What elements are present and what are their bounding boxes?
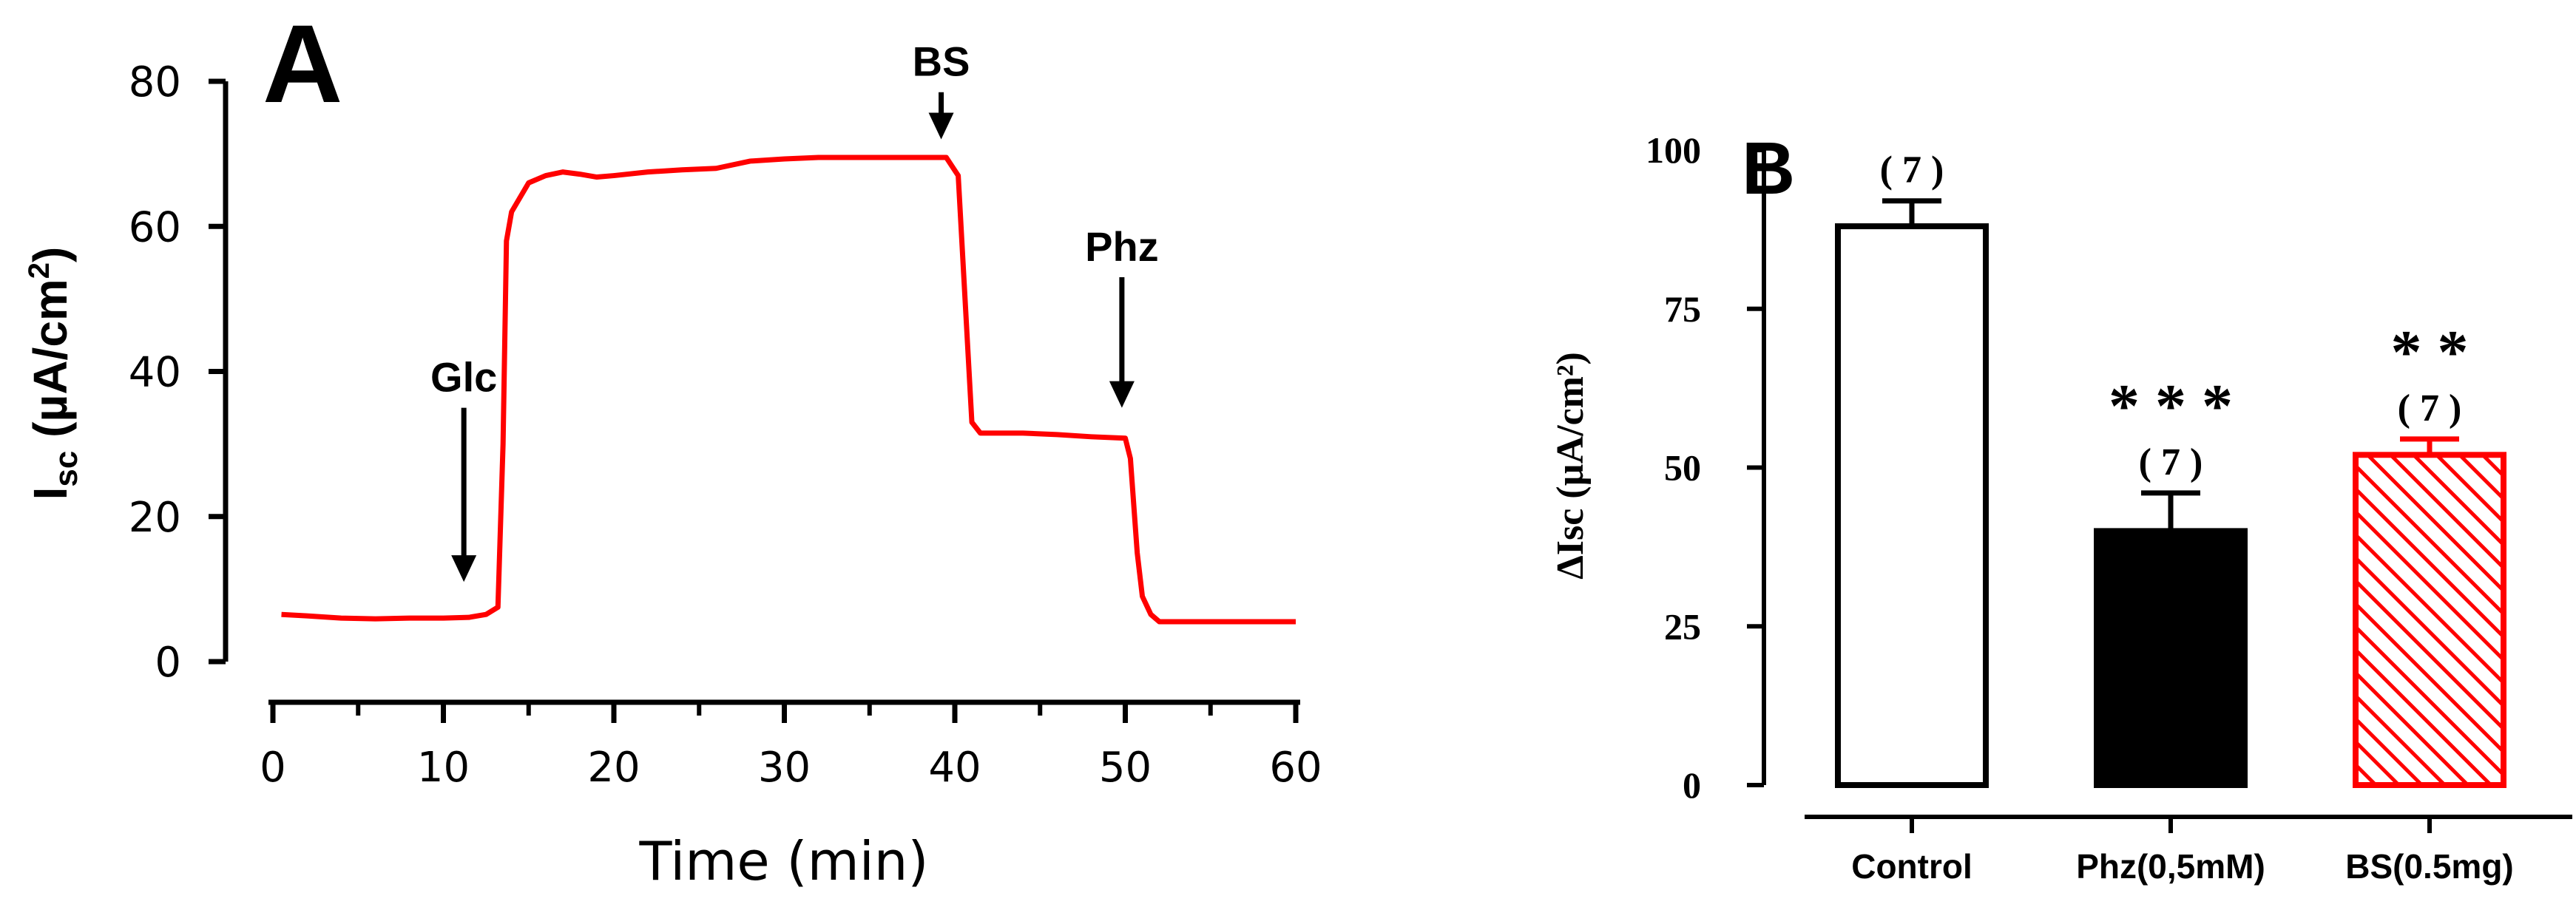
panel-b-y-tick-label: 0 (1683, 764, 1701, 806)
panel-a-annotation-label: Glc (430, 354, 497, 401)
panel-b-y-axis: 0 25 50 75 100 (1646, 129, 1766, 806)
panel-a-y-tick-label: 40 (129, 349, 181, 397)
panel-a-x-tick-label: 50 (1099, 744, 1152, 792)
panel-b-y-tick-label: 100 (1646, 129, 1701, 171)
panel-b-significance-label: * * * (2109, 372, 2233, 441)
panel-a-x-axis-title: Time (min) (638, 830, 928, 892)
panel-b-x-tick-label: BS(0.5mg) (2345, 847, 2513, 886)
panel-a-y-tick-label: 60 (129, 203, 181, 251)
panel-b-x-ticks: Control Phz(0,5mM) BS(0.5mg) (1851, 817, 2514, 886)
panel-a: A 0 20 40 60 80 0 10 20 30 40 50 60 Time (min) Isc… (23, 1, 1322, 892)
panel-a-x-tick-label: 10 (417, 744, 470, 792)
panel-b-bar (2353, 452, 2506, 788)
panel-a-y-axis-title-main: I (24, 487, 77, 500)
panel-a-y-axis-title-sub: sc (48, 451, 84, 487)
panel-a-x-ticks: 0 10 20 30 40 50 60 (260, 702, 1322, 792)
panel-b-y-tick-label: 25 (1664, 605, 1701, 647)
panel-a-y-tick-label: 0 (155, 639, 181, 687)
panel-a-y-axis-title-rest: (µA/cm (24, 279, 77, 450)
panel-b-y-axis-title: ΔIsc (µA/cm²) (1549, 352, 1592, 580)
panel-b-n-label: ( 7 ) (1880, 149, 1944, 191)
panel-a-y-tick-label: 80 (129, 58, 181, 106)
panel-a-y-axis: 0 20 40 60 80 (129, 58, 229, 687)
panel-b-bar (1835, 223, 1989, 788)
panel-a-x-tick-label: 60 (1269, 744, 1322, 792)
panel-a-arrowhead (1109, 381, 1135, 408)
panel-a-annotation-label: BS (913, 38, 970, 85)
panel-a-x-tick-label: 40 (928, 744, 981, 792)
panel-b-significance-label: * * (2391, 318, 2469, 387)
panel-b-x-tick-label: Phz(0,5mM) (2076, 847, 2265, 886)
panel-a-y-ticks: 0 20 40 60 80 (129, 58, 226, 687)
panel-b-y-ticks: 0 25 50 75 100 (1646, 129, 1764, 806)
panel-b-n-label: ( 7 ) (2398, 387, 2462, 429)
panel-a-arrowhead (451, 555, 477, 583)
panel-b-n-label: ( 7 ) (2139, 441, 2203, 483)
panel-a-arrowhead (928, 112, 954, 140)
panel-a-y-axis-title-close: ) (24, 247, 77, 262)
panel-a-y-axis-title: Isc (µA/cm2) (23, 247, 84, 500)
panel-b-y-tick-label: 75 (1664, 288, 1701, 330)
panel-a-series-line (281, 155, 1296, 625)
panel-b-label: B (1742, 127, 1795, 210)
panel-b-x-tick-label: Control (1851, 847, 1972, 886)
panel-a-label: A (263, 1, 342, 126)
panel-a-annotations: Glc BS Phz (430, 38, 1159, 583)
panel-a-y-tick-label: 20 (129, 494, 181, 542)
panel-b-bar (2094, 528, 2248, 789)
panel-a-x-tick-label: 30 (758, 744, 811, 792)
panel-a-x-tick-label: 0 (260, 744, 286, 792)
panel-b-y-tick-label: 50 (1664, 447, 1701, 489)
panel-a-x-axis: 0 10 20 30 40 50 60 (260, 699, 1322, 792)
panel-b-bars: ( 7 )( 7 )* * *( 7 )* * (1835, 149, 2506, 789)
panel-b-x-axis: Control Phz(0,5mM) BS(0.5mg) (1805, 815, 2572, 886)
panel-a-x-tick-label: 20 (587, 744, 640, 792)
panel-a-y-axis-title-sup: 2 (23, 262, 55, 279)
panel-a-annotation-label: Phz (1085, 223, 1159, 270)
